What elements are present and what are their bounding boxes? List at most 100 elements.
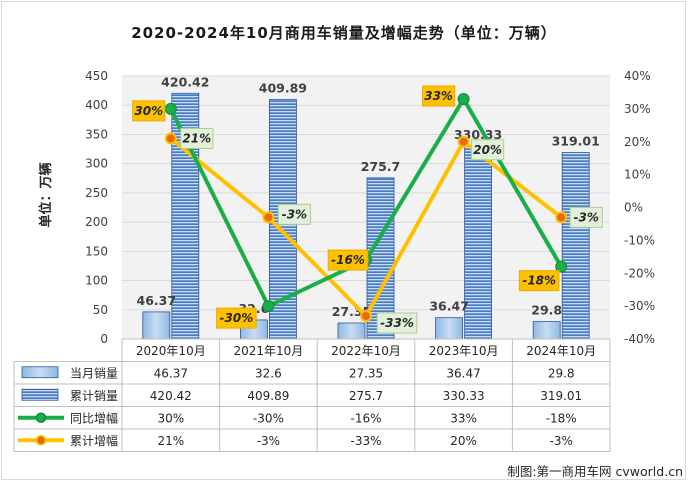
yoy-growth-label-box xyxy=(327,249,369,271)
table-cell: 420.42 xyxy=(150,389,192,403)
legend-label: 累计增幅 xyxy=(70,433,118,448)
cumulative-growth-point xyxy=(262,211,275,224)
table-cell: 330.33 xyxy=(443,389,485,403)
table-cell: -33% xyxy=(350,434,381,448)
table-cell: 32.6 xyxy=(255,366,282,380)
cumulative-growth-label: 20% xyxy=(473,143,502,157)
table-cell: 27.35 xyxy=(349,366,383,380)
table-cell: -3% xyxy=(257,434,280,448)
cumulative-growth-label-box xyxy=(569,206,603,228)
left-tick-label: 450 xyxy=(85,69,108,83)
table-cell: 409.89 xyxy=(247,389,289,403)
table-cell: 21% xyxy=(157,434,184,448)
table-cell: 29.8 xyxy=(548,366,575,380)
yoy-growth-label: 33% xyxy=(424,89,453,103)
left-tick-label: 0 xyxy=(100,332,108,346)
category-label: 2024年10月 xyxy=(526,344,596,358)
cumulative-growth-label: 21% xyxy=(182,131,211,145)
table-cell: 319.01 xyxy=(540,389,582,403)
bar-label-monthly: 46.37 xyxy=(137,293,177,308)
cumulative-growth-label: -3% xyxy=(574,210,599,224)
table-cell: 46.37 xyxy=(154,366,188,380)
left-tick-label: 50 xyxy=(93,303,108,317)
bar-label-cumulative: 420.42 xyxy=(161,74,209,89)
legend-key-cumulative xyxy=(21,388,59,401)
category-label: 2023年10月 xyxy=(429,344,499,358)
cumulative-growth-point xyxy=(360,309,372,322)
right-tick-label: -30% xyxy=(624,299,655,313)
legend-key-monthly xyxy=(21,366,59,379)
bar-label-monthly: 36.47 xyxy=(429,299,469,314)
table-cell: -18% xyxy=(546,411,577,425)
table-cell: -30% xyxy=(253,411,284,425)
left-tick-label: 400 xyxy=(85,98,108,112)
bar-cumulative-sales xyxy=(561,152,590,340)
table-cell: 36.47 xyxy=(446,366,480,380)
yoy-growth-label: 30% xyxy=(134,104,163,118)
lines: 30% -30% -16% 33% -18% 21% -3% -33% 20% -3% xyxy=(132,85,603,334)
left-tick-label: 150 xyxy=(85,244,108,258)
right-tick-label: -10% xyxy=(624,233,655,247)
cumulative-growth-point xyxy=(555,211,568,224)
legend-key-marker xyxy=(35,435,47,446)
bar-label-cumulative: 409.89 xyxy=(259,80,307,95)
table-cell: 20% xyxy=(450,434,477,448)
left-tick-label: 250 xyxy=(85,186,108,200)
yoy-growth-label: -30% xyxy=(220,311,254,325)
cumulative-growth-label: -3% xyxy=(282,207,307,221)
cumulative-growth-label: -33% xyxy=(380,316,414,330)
bar-monthly-sales xyxy=(337,322,366,340)
right-tick-label: 40% xyxy=(624,69,651,83)
cumulative-growth-label-box xyxy=(277,203,311,225)
right-tick-label: 30% xyxy=(624,102,651,116)
bar-monthly-sales xyxy=(532,321,561,340)
legend-label: 当月销量 xyxy=(70,366,118,380)
left-axis-ticks: 0 50 100 150 200 250 300 350 400 450 xyxy=(85,69,108,346)
right-tick-label: 10% xyxy=(624,168,651,182)
yoy-growth-label: -16% xyxy=(331,253,365,267)
right-tick-label: 0% xyxy=(624,201,643,215)
table-cell: -16% xyxy=(350,411,381,425)
yoy-growth-point xyxy=(457,93,470,106)
legend-label: 累计销量 xyxy=(70,389,118,403)
yoy-growth-label-box xyxy=(422,85,456,107)
credit-text: 制图:第一商用车网 cvworld.cn xyxy=(507,464,683,479)
table-cell: -3% xyxy=(550,434,573,448)
cumulative-growth-label-box xyxy=(376,312,418,334)
right-tick-label: 20% xyxy=(624,135,651,149)
left-tick-label: 200 xyxy=(85,215,108,229)
cumulative-growth-label-box xyxy=(471,139,505,161)
y-axis-label: 单位：万辆 xyxy=(38,162,54,227)
yoy-growth-label-box xyxy=(216,307,257,329)
right-tick-label: -40% xyxy=(624,332,655,346)
yoy-growth-label-box xyxy=(132,100,166,122)
left-tick-label: 100 xyxy=(85,274,108,288)
cumulative-growth-point xyxy=(164,132,177,145)
bar-label-monthly: 29.8 xyxy=(531,303,562,318)
chart-title: 2020-2024年10月商用车销量及增幅走势（单位：万辆） xyxy=(131,24,557,42)
bar-label-cumulative: 319.01 xyxy=(552,134,600,149)
yoy-growth-label: -18% xyxy=(522,274,556,288)
left-tick-label: 300 xyxy=(85,157,108,171)
yoy-growth-point xyxy=(262,300,275,313)
bar-cumulative-sales xyxy=(464,145,493,340)
category-label: 2021年10月 xyxy=(233,344,303,358)
legend-key-marker xyxy=(35,412,47,423)
cumulative-growth-label-box xyxy=(180,127,214,149)
category-label: 2022年10月 xyxy=(331,344,401,358)
table-cell: 275.7 xyxy=(349,389,383,403)
cumulative-growth-point xyxy=(457,135,470,148)
right-tick-label: -20% xyxy=(624,266,655,280)
yoy-growth-label-box xyxy=(518,270,560,292)
yoy-growth-point xyxy=(555,260,568,273)
bar-monthly-sales xyxy=(435,317,464,340)
left-tick-label: 350 xyxy=(85,127,108,141)
bar-label-cumulative: 275.7 xyxy=(361,159,401,174)
table-cell: 33% xyxy=(450,411,477,425)
bar-monthly-sales xyxy=(142,311,171,340)
category-label: 2020年10月 xyxy=(136,344,206,358)
yoy-growth-point xyxy=(164,102,177,115)
legend-label: 同比增幅 xyxy=(70,410,118,425)
